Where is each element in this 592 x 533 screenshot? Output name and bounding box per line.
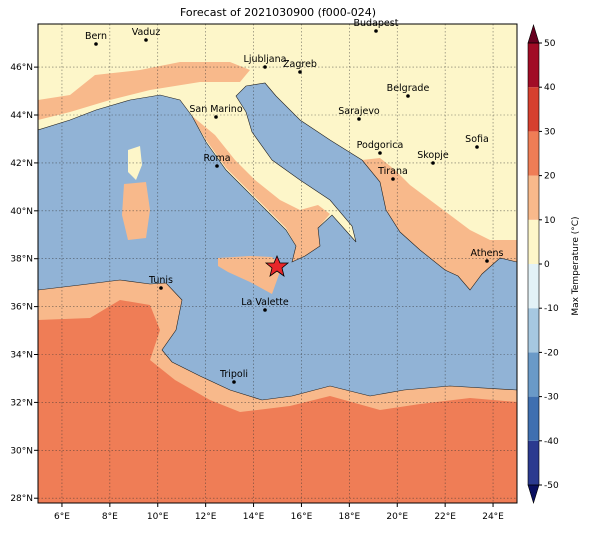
y-tick-label: 30°N xyxy=(10,446,33,456)
x-tick-label: 22°E xyxy=(434,512,456,522)
city-dot xyxy=(374,29,378,33)
x-tick-label: 6°E xyxy=(54,512,70,522)
balkan-coast xyxy=(362,158,517,290)
city-dot xyxy=(391,177,395,181)
colorbar-tick-label: 50 xyxy=(544,39,556,49)
y-tick-label: 38°N xyxy=(10,255,33,265)
x-tick-label: 12°E xyxy=(195,512,217,522)
city-label: Tunis xyxy=(148,275,173,286)
y-tick-label: 34°N xyxy=(10,351,33,361)
city-label: Sofia xyxy=(465,134,489,145)
colorbar-band xyxy=(528,396,539,441)
city-dot xyxy=(214,115,218,119)
city-dot xyxy=(357,117,361,121)
city-label: Ljubljana xyxy=(244,54,287,65)
colorbar-extend-high xyxy=(527,23,540,44)
city-label: Roma xyxy=(203,153,230,164)
colorbar-band xyxy=(528,308,539,353)
city-dot xyxy=(215,164,219,168)
y-tick-label: 28°N xyxy=(10,494,33,504)
coastline xyxy=(38,82,517,401)
y-tick-label: 36°N xyxy=(10,303,33,313)
y-tick-label: 44°N xyxy=(10,111,33,121)
warm-belt xyxy=(38,62,250,120)
city-label: Zagreb xyxy=(283,59,317,70)
colorbar-tick-label: -10 xyxy=(544,304,559,314)
city-dot xyxy=(232,380,236,384)
city-dot xyxy=(144,38,148,42)
grid xyxy=(38,24,517,503)
city-dot xyxy=(485,259,489,263)
map-frame xyxy=(37,23,518,504)
x-tick-label: 16°E xyxy=(291,512,313,522)
city-label: San Marino xyxy=(189,104,242,115)
city-dot xyxy=(406,94,410,98)
city-label: Tripoli xyxy=(219,369,248,380)
colorbar-band xyxy=(528,43,539,88)
city-dot xyxy=(263,308,267,312)
city-dot xyxy=(431,161,435,165)
colorbar-tick-label: 10 xyxy=(544,216,556,226)
city-dot xyxy=(378,151,382,155)
colorbar-band xyxy=(528,87,539,132)
city-label: Athens xyxy=(471,248,504,259)
city-label: Vaduz xyxy=(132,27,161,38)
city-label: Budapest xyxy=(354,18,399,29)
city-label: Bern xyxy=(85,31,107,42)
y-tick-label: 40°N xyxy=(10,207,33,217)
x-tick-label: 8°E xyxy=(102,512,118,522)
colorbar-band xyxy=(528,219,539,264)
colorbar-tick-label: 0 xyxy=(544,260,550,270)
italy-coast xyxy=(192,116,330,262)
city-dot xyxy=(94,42,98,46)
city-label: Sarajevo xyxy=(338,106,380,117)
city-label: Skopje xyxy=(417,150,449,161)
colorbar-band xyxy=(528,131,539,176)
y-tick-label: 42°N xyxy=(10,159,33,169)
x-tick-label: 24°E xyxy=(482,512,504,522)
colorbar-tick-label: 40 xyxy=(544,83,556,93)
colorbar-label: Max Temperature (°C) xyxy=(571,216,581,315)
city-dot xyxy=(159,286,163,290)
city-label: Tirana xyxy=(377,166,408,177)
colorbar-band xyxy=(528,264,539,309)
colorbar-band xyxy=(528,175,539,220)
colorbar-tick-label: 20 xyxy=(544,172,556,182)
x-tick-label: 18°E xyxy=(339,512,361,522)
colorbar-tick-label: -40 xyxy=(544,437,559,447)
city-label: La Valette xyxy=(241,297,289,308)
y-tick-label: 46°N xyxy=(10,63,33,73)
x-tick-label: 14°E xyxy=(243,512,265,522)
city-label: Podgorica xyxy=(357,140,404,151)
x-tick-label: 20°E xyxy=(386,512,408,522)
colorbar-band xyxy=(528,352,539,397)
colorbar-tick-label: -20 xyxy=(544,348,559,358)
sicily xyxy=(218,256,282,294)
city-dot xyxy=(475,145,479,149)
x-tick-label: 10°E xyxy=(147,512,169,522)
colorbar-band xyxy=(528,440,539,485)
city-label: Belgrade xyxy=(387,83,430,94)
map-title: Forecast of 2021030900 (f000-024) xyxy=(180,6,376,19)
map-fields xyxy=(38,24,517,503)
colorbar-tick-label: -30 xyxy=(544,393,559,403)
y-tick-label: 32°N xyxy=(10,398,33,408)
corsica xyxy=(128,146,142,180)
colorbar-tick-label: 30 xyxy=(544,127,556,137)
colorbar-extend-low xyxy=(527,484,540,505)
event-star xyxy=(264,254,290,277)
city-dot xyxy=(263,65,267,69)
city-dot xyxy=(298,70,302,74)
colorbar-tick-label: -50 xyxy=(544,481,559,491)
